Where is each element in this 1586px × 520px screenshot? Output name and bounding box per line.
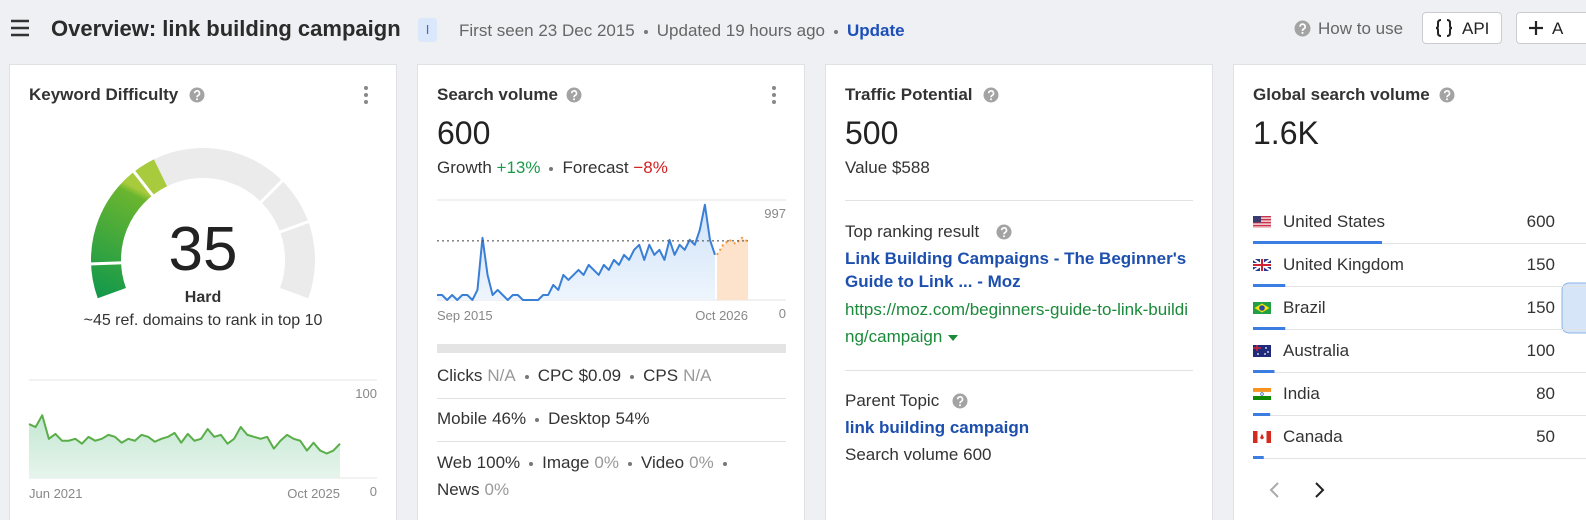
metric-label: Video: [640, 453, 685, 472]
metric-label: Image: [542, 453, 590, 472]
metric: CPC $0.09: [538, 366, 643, 386]
country-value: 150: [1526, 298, 1555, 317]
help-icon[interactable]: [1294, 20, 1311, 37]
metric-value: $0.09: [578, 366, 622, 385]
metric-row: Clicks N/A CPC $0.09 CPS N/A: [437, 366, 711, 386]
metric: Mobile 46%: [437, 409, 548, 429]
badge-label: I: [425, 22, 430, 37]
growth-value: +13%: [496, 158, 541, 177]
forecast-label: Forecast: [562, 158, 629, 177]
add-label[interactable]: A: [1552, 19, 1564, 38]
metric: Video 0%: [641, 449, 736, 476]
metric-value: 0%: [484, 480, 510, 499]
metric-row: Mobile 46% Desktop 54%: [437, 409, 650, 429]
separator: [627, 461, 632, 466]
page-title: Overview: link building campaign: [51, 16, 401, 41]
metric-label: Clicks: [437, 366, 483, 385]
section-label: Parent Topic: [845, 391, 940, 410]
card-title: Traffic Potential: [845, 85, 973, 104]
separator: [529, 461, 534, 466]
separator: [549, 166, 554, 171]
meta: First seen 23 Dec 2015 Updated 19 hours a…: [459, 20, 905, 42]
country-name: United Kingdom: [1283, 255, 1404, 274]
card-title: Global search volume: [1253, 85, 1430, 104]
metric-value: N/A: [487, 366, 516, 385]
metric-value: 1.6K: [1253, 115, 1319, 151]
forecast-value: −8%: [633, 158, 668, 177]
country-value: 50: [1536, 427, 1555, 446]
metric-value: 600: [437, 115, 491, 151]
result-url[interactable]: https://moz.com/beginners-guide-to-link-…: [845, 296, 1193, 350]
country-name: Brazil: [1283, 298, 1326, 317]
metric-label: CPC: [537, 366, 574, 385]
metric: Desktop 54%: [548, 409, 649, 429]
metric: Web 100%: [437, 449, 542, 476]
divider: [845, 200, 1193, 201]
metric: News 0%: [437, 476, 509, 503]
card: [825, 64, 1213, 520]
parent-volume-label: Search volume: [845, 445, 959, 464]
metric-value: 0%: [689, 453, 714, 472]
value-amount: $588: [891, 158, 930, 177]
divider: [437, 398, 786, 399]
parent-volume: Search volume 600: [845, 445, 992, 465]
kd-level: Hard: [184, 289, 222, 306]
separator: [630, 374, 635, 379]
country-value: 80: [1536, 384, 1555, 403]
country-name: United States: [1283, 212, 1386, 231]
menu-icon[interactable]: [11, 19, 29, 37]
separator: [643, 29, 648, 34]
metric-label: Mobile: [437, 409, 488, 428]
card: [1233, 64, 1586, 520]
separator: [834, 29, 839, 34]
metric-value: N/A: [683, 366, 712, 385]
metric-label: Web: [437, 453, 472, 472]
parent-topic-link[interactable]: link building campaign: [845, 418, 1030, 437]
metric: Clicks N/A: [437, 366, 538, 386]
metric: CPS N/A: [643, 366, 711, 386]
api-button[interactable]: [1422, 12, 1502, 44]
metric-value: 0%: [594, 453, 619, 472]
separator: [722, 461, 727, 466]
country-value: 150: [1526, 255, 1555, 274]
metric-value: 46%: [492, 409, 527, 428]
country-value: 600: [1526, 212, 1555, 231]
updated: Updated 19 hours ago: [656, 21, 826, 40]
value-label: Value: [845, 158, 888, 177]
metric-value: 54%: [615, 409, 650, 428]
update-link[interactable]: Update: [847, 21, 905, 40]
kd-value: 35: [168, 215, 238, 284]
country-name: Australia: [1283, 341, 1350, 360]
metric-value: 100%: [476, 453, 521, 472]
api-label[interactable]: API: [1462, 19, 1490, 38]
growth-label: Growth: [437, 158, 492, 177]
separator: [535, 417, 540, 422]
first-seen: First seen 23 Dec 2015: [459, 21, 635, 40]
parent-volume-value: 600: [963, 445, 992, 464]
separator: [524, 374, 529, 379]
card-title: Keyword Difficulty: [29, 85, 179, 104]
how-to-use[interactable]: How to use: [1318, 19, 1404, 38]
card-title: Search volume: [437, 85, 558, 104]
metric: Image 0%: [542, 449, 641, 476]
value-row: Value $588: [845, 158, 930, 178]
add-button[interactable]: [1516, 12, 1586, 44]
metric-label: News: [437, 480, 480, 499]
kd-note: ~45 ref. domains to rank in top 10: [83, 312, 323, 329]
result-url-text[interactable]: https://moz.com/beginners-guide-to-link-…: [845, 300, 1188, 346]
growth-row: Growth +13% Forecast −8%: [437, 158, 668, 178]
result-title-link[interactable]: Link Building Campaigns - The Beginner's…: [845, 249, 1187, 291]
divider: [437, 441, 786, 442]
divider: [845, 370, 1193, 371]
metric-label: CPS: [643, 366, 679, 385]
country-name: Canada: [1283, 427, 1343, 446]
country-value: 100: [1526, 341, 1555, 360]
country-name: India: [1283, 384, 1320, 403]
metric-row: Web 100% Image 0% Video 0%News 0%: [437, 449, 767, 503]
dropdown-caret[interactable]: [948, 334, 959, 341]
metric-value: 500: [845, 115, 899, 151]
section-label: Top ranking result: [845, 222, 980, 241]
metric-label: Desktop: [548, 409, 611, 428]
